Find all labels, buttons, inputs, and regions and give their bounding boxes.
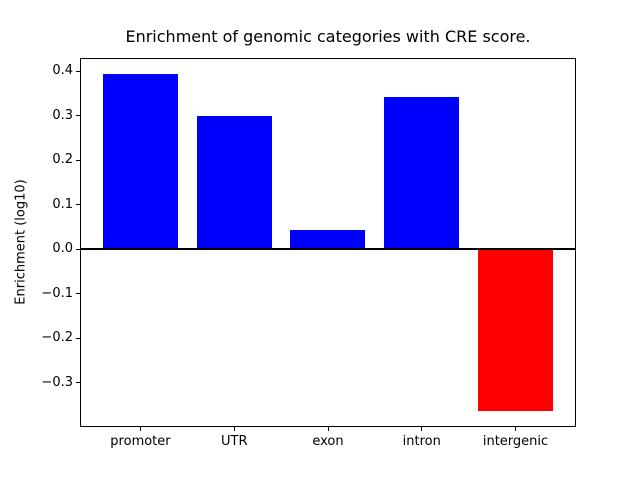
x-tick-mark bbox=[139, 427, 141, 431]
y-tick-mark bbox=[76, 204, 80, 206]
zero-line bbox=[80, 248, 576, 251]
bar-intergenic bbox=[478, 249, 554, 411]
y-tick-mark bbox=[76, 248, 80, 250]
y-tick-label: −0.1 bbox=[41, 285, 73, 301]
y-tick-mark bbox=[76, 382, 80, 384]
chart-title: Enrichment of genomic categories with CR… bbox=[125, 27, 531, 46]
y-tick-mark bbox=[76, 293, 80, 295]
y-axis-label: Enrichment (log10) bbox=[13, 179, 29, 305]
x-tick-mark bbox=[515, 427, 517, 431]
y-tick-label: −0.2 bbox=[41, 330, 73, 346]
x-tick-label-intergenic: intergenic bbox=[482, 434, 549, 449]
bar-UTR bbox=[196, 115, 272, 250]
bar-exon bbox=[290, 230, 366, 250]
bar-intron bbox=[384, 96, 460, 250]
y-tick-label: 0.3 bbox=[52, 107, 73, 123]
y-tick-mark bbox=[76, 337, 80, 339]
bar-promoter bbox=[102, 74, 178, 250]
y-tick-label: 0.2 bbox=[52, 152, 73, 168]
x-tick-mark bbox=[327, 427, 329, 431]
y-tick-label: −0.3 bbox=[41, 374, 73, 390]
y-tick-mark bbox=[76, 115, 80, 117]
y-tick-mark bbox=[76, 159, 80, 161]
x-tick-label-exon: exon bbox=[312, 434, 344, 449]
y-tick-mark bbox=[76, 70, 80, 72]
x-tick-label-promoter: promoter bbox=[110, 434, 171, 449]
y-tick-label: 0.1 bbox=[52, 196, 73, 212]
y-tick-label: 0.4 bbox=[52, 63, 73, 79]
x-tick-mark bbox=[233, 427, 235, 431]
x-tick-mark bbox=[421, 427, 423, 431]
x-tick-label-UTR: UTR bbox=[220, 434, 248, 449]
y-tick-label: 0.0 bbox=[52, 241, 73, 257]
x-tick-label-intron: intron bbox=[402, 434, 441, 449]
